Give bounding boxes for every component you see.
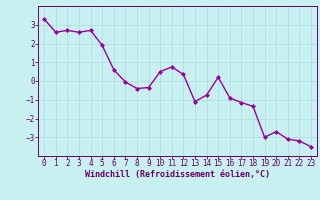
X-axis label: Windchill (Refroidissement éolien,°C): Windchill (Refroidissement éolien,°C) bbox=[85, 170, 270, 179]
